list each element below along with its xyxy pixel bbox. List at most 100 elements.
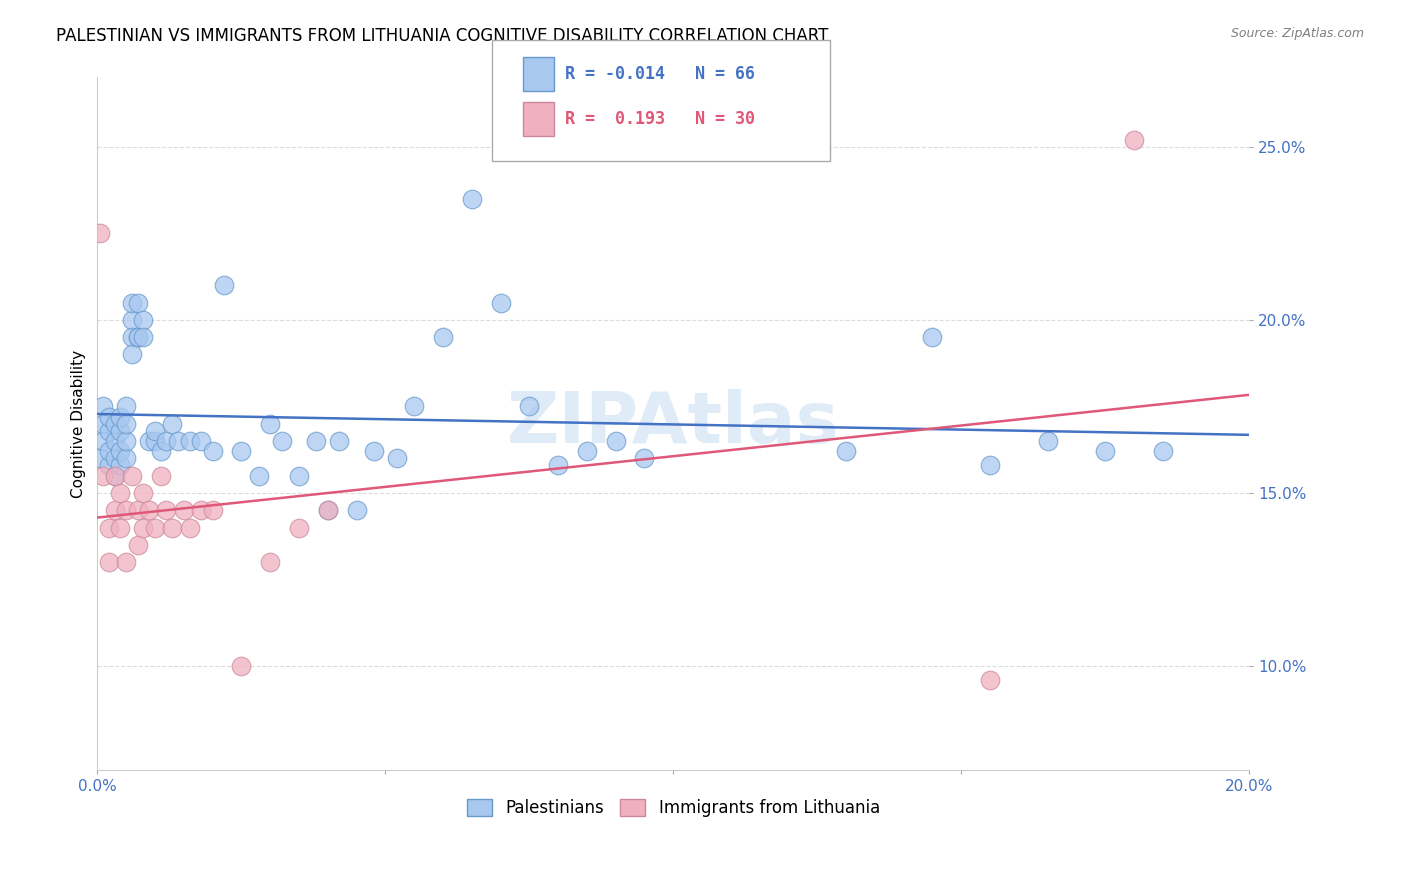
Point: [132, 520, 155, 534]
Point: [97, 458, 120, 473]
Point: [97, 424, 120, 438]
Point: [231, 444, 253, 458]
Point: [179, 434, 201, 448]
Point: [1036, 434, 1059, 448]
Point: [979, 458, 1001, 473]
Point: [91, 434, 114, 448]
Point: [259, 555, 281, 569]
Text: PALESTINIAN VS IMMIGRANTS FROM LITHUANIA COGNITIVE DISABILITY CORRELATION CHART: PALESTINIAN VS IMMIGRANTS FROM LITHUANIA…: [56, 27, 828, 45]
Point: [127, 295, 149, 310]
Point: [121, 313, 143, 327]
Point: [89, 451, 111, 466]
Point: [97, 555, 120, 569]
Point: [143, 520, 166, 534]
Point: [517, 400, 540, 414]
Point: [104, 468, 127, 483]
Point: [121, 330, 143, 344]
Point: [138, 434, 160, 448]
Point: [115, 400, 138, 414]
Point: [1123, 133, 1146, 147]
Point: [489, 295, 512, 310]
Point: [921, 330, 943, 344]
Point: [835, 444, 858, 458]
Point: [575, 444, 598, 458]
Point: [247, 468, 270, 483]
Point: [104, 468, 127, 483]
Point: [97, 444, 120, 458]
Point: [89, 227, 111, 241]
Point: [91, 400, 114, 414]
Point: [404, 400, 426, 414]
Point: [91, 468, 114, 483]
Point: [143, 424, 166, 438]
Point: [127, 538, 149, 552]
Point: [605, 434, 627, 448]
Point: [363, 444, 385, 458]
Point: [173, 503, 195, 517]
Point: [385, 451, 408, 466]
Point: [149, 444, 172, 458]
Point: [316, 503, 339, 517]
Point: [201, 503, 224, 517]
Point: [115, 503, 138, 517]
Point: [121, 468, 143, 483]
Y-axis label: Cognitive Disability: Cognitive Disability: [72, 350, 86, 498]
Legend: Palestinians, Immigrants from Lithuania: Palestinians, Immigrants from Lithuania: [460, 792, 887, 824]
Text: R =  0.193   N = 30: R = 0.193 N = 30: [565, 110, 755, 128]
Point: [1094, 444, 1116, 458]
Point: [160, 520, 183, 534]
Point: [328, 434, 350, 448]
Point: [115, 417, 138, 431]
Point: [115, 434, 138, 448]
Point: [432, 330, 454, 344]
Point: [115, 555, 138, 569]
Point: [231, 659, 253, 673]
Point: [110, 520, 132, 534]
Text: R = -0.014   N = 66: R = -0.014 N = 66: [565, 65, 755, 83]
Point: [1152, 444, 1174, 458]
Point: [104, 434, 127, 448]
Point: [633, 451, 655, 466]
Point: [305, 434, 328, 448]
Point: [110, 486, 132, 500]
Point: [201, 444, 224, 458]
Point: [121, 347, 143, 361]
Point: [104, 417, 127, 431]
Point: [288, 520, 311, 534]
Point: [127, 330, 149, 344]
Point: [212, 278, 235, 293]
Text: Source: ZipAtlas.com: Source: ZipAtlas.com: [1230, 27, 1364, 40]
Point: [97, 520, 120, 534]
Point: [461, 192, 484, 206]
Point: [190, 434, 212, 448]
Point: [121, 295, 143, 310]
Point: [132, 313, 155, 327]
Point: [259, 417, 281, 431]
Point: [270, 434, 292, 448]
Point: [288, 468, 311, 483]
Point: [547, 458, 569, 473]
Point: [346, 503, 368, 517]
Point: [104, 503, 127, 517]
Point: [316, 503, 339, 517]
Point: [110, 444, 132, 458]
Point: [149, 468, 172, 483]
Point: [155, 503, 177, 517]
Point: [127, 330, 149, 344]
Point: [155, 434, 177, 448]
Point: [132, 486, 155, 500]
Point: [97, 409, 120, 424]
Point: [190, 503, 212, 517]
Text: ZIPAtlas: ZIPAtlas: [508, 389, 839, 458]
Point: [127, 503, 149, 517]
Point: [179, 520, 201, 534]
Point: [160, 417, 183, 431]
Point: [110, 458, 132, 473]
Point: [979, 673, 1001, 687]
Point: [91, 417, 114, 431]
Point: [143, 434, 166, 448]
Point: [167, 434, 190, 448]
Point: [104, 451, 127, 466]
Point: [115, 451, 138, 466]
Point: [110, 409, 132, 424]
